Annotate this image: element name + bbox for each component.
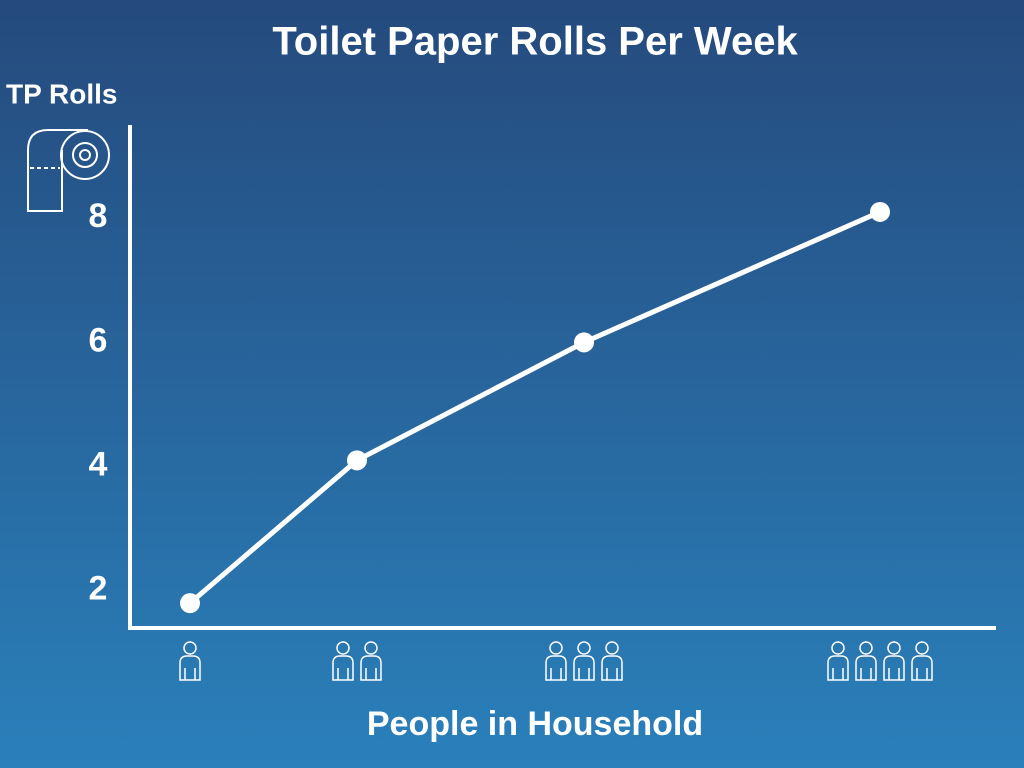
person-head <box>364 641 378 655</box>
person-body <box>911 655 933 681</box>
y-tick-label: 4 <box>89 446 108 484</box>
x-tick-icon <box>827 641 933 681</box>
data-point <box>574 332 594 353</box>
x-tick-icon <box>332 641 382 681</box>
person-body <box>883 655 905 681</box>
person-head <box>831 641 845 655</box>
person-head <box>887 641 901 655</box>
person-body <box>545 655 567 681</box>
person-body <box>332 655 354 681</box>
person-body <box>827 655 849 681</box>
person-head <box>605 641 619 655</box>
y-tick-label: 8 <box>89 197 108 235</box>
x-tick-icon <box>545 641 623 681</box>
data-point <box>870 201 890 222</box>
data-point <box>180 593 200 614</box>
person-head <box>549 641 563 655</box>
data-point <box>347 450 367 471</box>
person-body <box>573 655 595 681</box>
data-line <box>188 209 882 606</box>
person-body <box>601 655 623 681</box>
person-head <box>336 641 350 655</box>
y-axis-title: TP Rolls <box>6 78 118 109</box>
y-tick-label: 6 <box>89 321 108 359</box>
person-head <box>859 641 873 655</box>
y-tick-label: 2 <box>89 570 108 608</box>
x-tick-icon <box>179 641 201 681</box>
person-head <box>915 641 929 655</box>
x-axis-title: People in Household <box>367 705 703 743</box>
person-body <box>179 655 201 681</box>
person-head <box>577 641 591 655</box>
chart-title: Toilet Paper Rolls Per Week <box>272 20 798 64</box>
person-head <box>183 641 197 655</box>
tp-roll-icon <box>27 129 110 212</box>
person-body <box>360 655 382 681</box>
person-body <box>855 655 877 681</box>
